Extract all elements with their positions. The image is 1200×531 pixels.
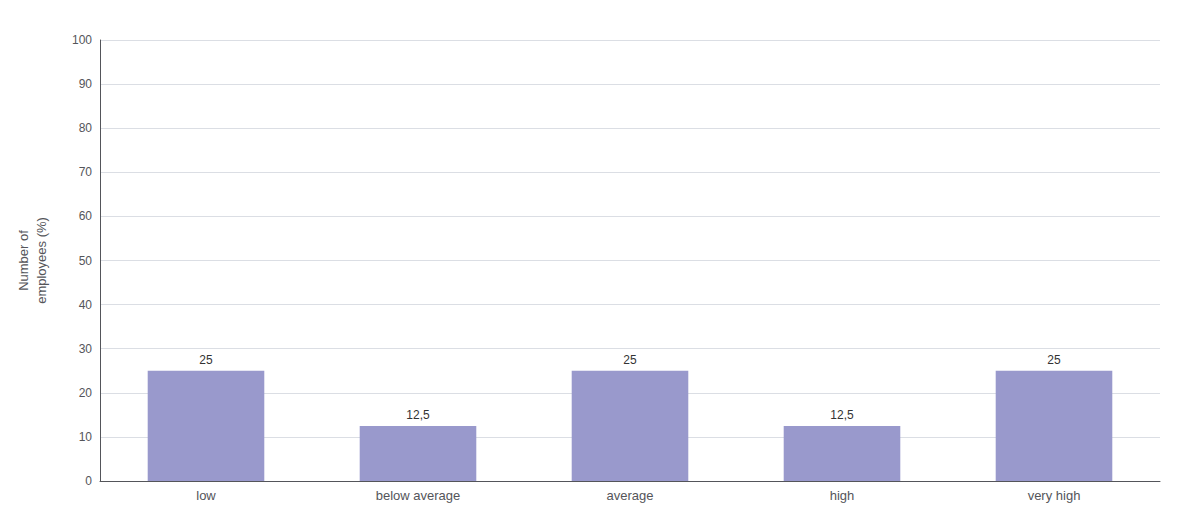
svg-text:12,5: 12,5 <box>406 408 430 422</box>
svg-text:10: 10 <box>79 430 93 444</box>
svg-text:Number of: Number of <box>16 230 31 291</box>
svg-text:0: 0 <box>85 474 92 488</box>
svg-text:12,5: 12,5 <box>830 408 854 422</box>
svg-text:25: 25 <box>623 353 637 367</box>
svg-text:100: 100 <box>72 33 92 47</box>
svg-text:25: 25 <box>199 353 213 367</box>
svg-text:20: 20 <box>79 386 93 400</box>
svg-text:below average: below average <box>376 488 461 503</box>
svg-text:employees (%): employees (%) <box>34 217 49 304</box>
svg-text:average: average <box>607 488 654 503</box>
svg-text:25: 25 <box>1047 353 1061 367</box>
svg-text:low: low <box>196 488 216 503</box>
svg-text:70: 70 <box>79 165 93 179</box>
svg-text:very high: very high <box>1028 488 1081 503</box>
svg-text:40: 40 <box>79 298 93 312</box>
svg-text:80: 80 <box>79 121 93 135</box>
svg-text:30: 30 <box>79 342 93 356</box>
svg-text:50: 50 <box>79 254 93 268</box>
svg-text:60: 60 <box>79 209 93 223</box>
svg-text:high: high <box>830 488 855 503</box>
svg-text:90: 90 <box>79 77 93 91</box>
